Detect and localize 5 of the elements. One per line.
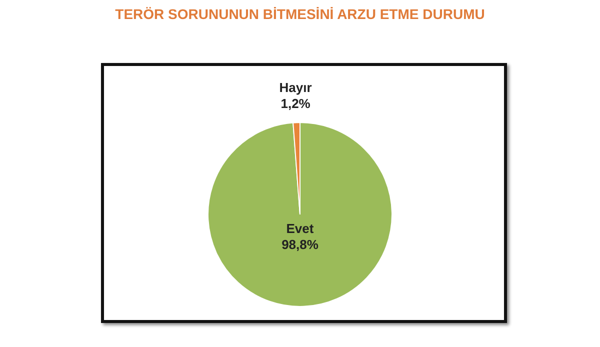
chart-title: TERÖR SORUNUNUN BİTMESİNİ ARZU ETME DURUMU [114, 6, 486, 22]
slice-label: Hayır [279, 80, 312, 96]
data-label: 98,8% [282, 237, 319, 252]
slice-label: Evet [286, 221, 314, 236]
data-label: 1,2% [280, 96, 311, 112]
